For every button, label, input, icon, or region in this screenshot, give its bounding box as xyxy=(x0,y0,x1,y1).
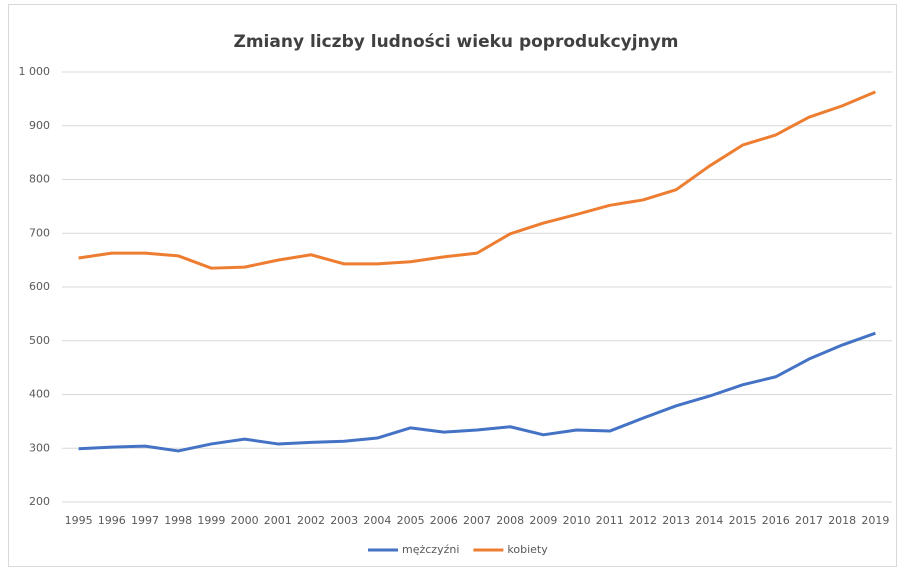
x-tick-label: 2013 xyxy=(662,514,690,527)
y-tick-label: 1 000 xyxy=(19,65,51,78)
x-tick-label: 2001 xyxy=(264,514,292,527)
x-tick-label: 2011 xyxy=(596,514,624,527)
x-tick-label: 2009 xyxy=(529,514,557,527)
y-tick-label: 600 xyxy=(29,280,50,293)
x-tick-label: 2002 xyxy=(297,514,325,527)
y-tick-label: 400 xyxy=(29,388,50,401)
chart-title: Zmiany liczby ludności wieku poprodukcyj… xyxy=(234,32,679,52)
y-tick-label: 900 xyxy=(29,119,50,132)
series-line xyxy=(78,331,876,453)
x-tick-label: 1996 xyxy=(98,514,126,527)
x-tick-label: 1999 xyxy=(197,514,225,527)
x-tick-label: 2019 xyxy=(861,514,889,527)
x-tick-label: 2015 xyxy=(729,514,757,527)
x-tick-label: 2004 xyxy=(363,514,391,527)
x-tick-label: 1998 xyxy=(164,514,192,527)
x-tick-label: 2018 xyxy=(828,514,856,527)
x-tick-label: 1997 xyxy=(131,514,159,527)
x-tick-label: 2005 xyxy=(397,514,425,527)
x-tick-label: 2007 xyxy=(463,514,491,527)
y-tick-label: 500 xyxy=(29,334,50,347)
y-tick-label: 700 xyxy=(29,226,50,239)
series-line xyxy=(78,90,876,270)
y-tick-label: 300 xyxy=(29,441,50,454)
x-tick-label: 2017 xyxy=(795,514,823,527)
y-tick-label: 200 xyxy=(29,495,50,508)
x-tick-label: 2008 xyxy=(496,514,524,527)
x-tick-label: 2012 xyxy=(629,514,657,527)
legend-label: mężczyźni xyxy=(402,543,459,556)
chart-frame xyxy=(8,4,897,567)
y-tick-label: 800 xyxy=(29,173,50,186)
x-tick-label: 2010 xyxy=(563,514,591,527)
x-tick-label: 2016 xyxy=(762,514,790,527)
x-tick-label: 2000 xyxy=(231,514,259,527)
x-tick-label: 2006 xyxy=(430,514,458,527)
x-tick-label: 2014 xyxy=(695,514,723,527)
x-tick-label: 1995 xyxy=(65,514,93,527)
legend-label: kobiety xyxy=(507,543,548,556)
x-tick-label: 2003 xyxy=(330,514,358,527)
